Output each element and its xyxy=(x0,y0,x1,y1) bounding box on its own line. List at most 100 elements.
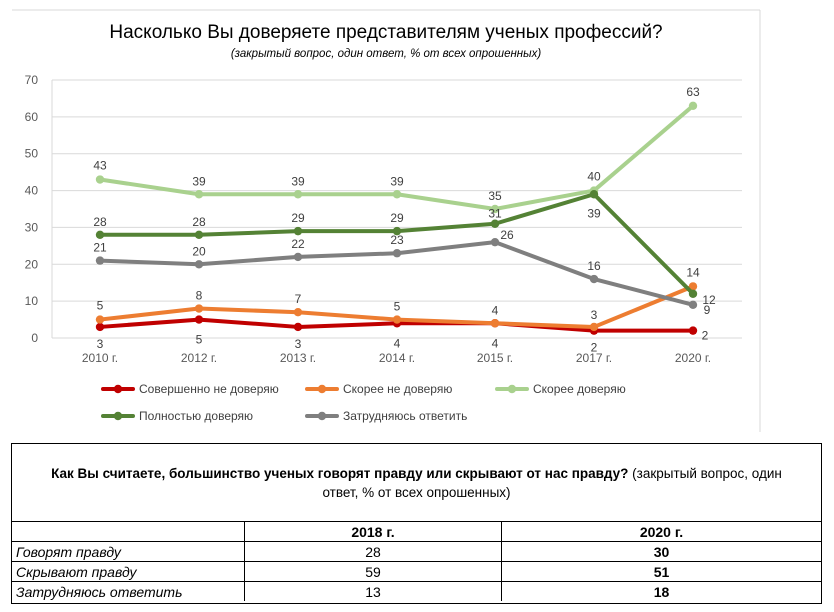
data-label: 2 xyxy=(702,329,709,343)
legend-marker xyxy=(113,384,123,394)
y-tick-label: 30 xyxy=(25,220,39,234)
data-point xyxy=(293,226,303,236)
row-label: Затрудняюсь ответить xyxy=(12,581,245,601)
data-point xyxy=(490,204,500,214)
data-label: 39 xyxy=(291,174,305,188)
x-tick-label: 2014 г. xyxy=(379,351,415,365)
data-label: 8 xyxy=(196,289,203,303)
legend-label: Полностью доверяю xyxy=(139,409,253,423)
row-label: Скрывают правду xyxy=(12,561,245,582)
y-tick-label: 50 xyxy=(25,147,39,161)
data-point xyxy=(392,226,402,236)
table-row: Скрывают правду 59 51 xyxy=(12,561,821,582)
data-label: 3 xyxy=(591,308,598,322)
data-point xyxy=(194,230,204,239)
survey-table: Как Вы считаете, большинство ученых гово… xyxy=(11,443,822,604)
data-point xyxy=(490,219,500,228)
data-label: 12 xyxy=(702,293,716,307)
chart-title: Насколько Вы доверяете представителям уч… xyxy=(109,22,662,43)
data-point xyxy=(688,300,698,310)
row-label: Говорят правду xyxy=(12,541,245,562)
legend-label: Совершенно не доверяю xyxy=(139,382,279,396)
data-label: 29 xyxy=(291,211,305,225)
data-label: 22 xyxy=(291,237,305,251)
table-question: Как Вы считаете, большинство ученых гово… xyxy=(12,444,821,522)
results-table: 2018 г. 2020 г. Говорят правду 28 30 Скр… xyxy=(12,522,821,601)
table-row: Затрудняюсь ответить 13 18 xyxy=(12,581,821,601)
value-2018: 13 xyxy=(244,581,502,601)
data-label: 4 xyxy=(492,303,499,317)
data-point xyxy=(688,326,698,335)
legend-marker xyxy=(113,411,123,421)
data-point xyxy=(688,289,698,298)
value-2020: 30 xyxy=(501,541,821,562)
data-label: 14 xyxy=(686,265,700,279)
data-label: 7 xyxy=(295,292,302,306)
value-2020: 51 xyxy=(501,561,821,582)
x-tick-label: 2017 г. xyxy=(576,351,612,365)
header-blank-cell xyxy=(12,522,245,542)
data-point xyxy=(194,190,204,199)
data-label: 20 xyxy=(192,244,206,258)
header-2020: 2020 г. xyxy=(501,522,821,542)
data-point xyxy=(589,190,599,199)
data-label: 4 xyxy=(394,336,401,350)
y-tick-label: 0 xyxy=(31,331,38,345)
data-label: 3 xyxy=(295,337,302,351)
data-label: 28 xyxy=(93,215,107,229)
data-point xyxy=(194,315,204,324)
data-label: 3 xyxy=(97,337,104,351)
x-tick-label: 2010 г. xyxy=(82,351,118,365)
y-tick-label: 40 xyxy=(25,184,39,198)
data-point xyxy=(392,315,402,324)
data-point xyxy=(293,190,303,199)
y-tick-label: 10 xyxy=(25,294,39,308)
data-point xyxy=(293,252,303,262)
data-label: 63 xyxy=(686,85,700,99)
data-label: 23 xyxy=(390,233,404,247)
data-point xyxy=(293,308,303,317)
data-point xyxy=(95,322,105,332)
data-label: 31 xyxy=(488,207,502,221)
chart-subtitle: (закрытый вопрос, один ответ, % от всех … xyxy=(231,48,542,60)
legend-label: Затрудняюсь ответить xyxy=(343,409,467,423)
data-label: 39 xyxy=(587,206,601,220)
chart-area: Насколько Вы доверяете представителям уч… xyxy=(12,9,761,432)
header-2018: 2018 г. xyxy=(244,522,502,542)
legend-marker xyxy=(317,411,327,421)
data-point xyxy=(490,319,500,328)
data-point xyxy=(392,249,402,258)
data-point xyxy=(589,322,599,332)
data-label: 16 xyxy=(587,259,601,273)
x-tick-label: 2013 г. xyxy=(280,351,316,365)
data-label: 39 xyxy=(192,174,206,188)
data-label: 43 xyxy=(93,159,107,173)
value-2018: 28 xyxy=(244,541,502,562)
data-point xyxy=(490,237,500,247)
y-tick-label: 60 xyxy=(25,110,39,124)
data-label: 39 xyxy=(390,174,404,188)
data-label: 26 xyxy=(500,228,514,242)
data-point xyxy=(194,304,204,313)
legend-label: Скорее доверяю xyxy=(533,382,626,396)
data-label: 40 xyxy=(587,170,601,184)
x-tick-label: 2020 г. xyxy=(675,351,711,365)
line-chart: Насколько Вы доверяете представителям уч… xyxy=(12,9,761,432)
data-label: 2 xyxy=(591,341,598,355)
data-label: 5 xyxy=(394,300,401,314)
value-2020: 18 xyxy=(501,581,821,601)
data-label: 9 xyxy=(704,303,711,317)
data-point xyxy=(589,274,599,284)
data-label: 5 xyxy=(97,299,104,313)
data-label: 4 xyxy=(492,336,499,350)
x-tick-label: 2015 г. xyxy=(477,351,513,365)
data-point xyxy=(95,230,105,239)
data-point xyxy=(392,190,402,199)
data-point xyxy=(293,322,303,332)
table-row: Говорят правду 28 30 xyxy=(12,541,821,562)
value-2018: 59 xyxy=(244,561,502,582)
legend-label: Скорее не доверяю xyxy=(343,382,452,396)
legend-marker xyxy=(507,384,517,394)
data-point xyxy=(95,315,105,324)
data-label: 29 xyxy=(390,211,404,225)
